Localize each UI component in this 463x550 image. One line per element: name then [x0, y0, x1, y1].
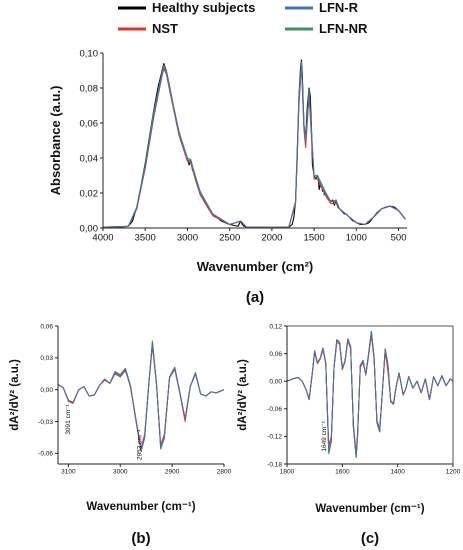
y-tick-label: -0,06 [267, 406, 282, 413]
panel-label: (b) [131, 530, 150, 547]
x-tick-label: 2500 [219, 233, 240, 244]
y-tick-label: 0,10 [80, 48, 99, 59]
x-axis-title: Wavenumber (cm²) [197, 259, 314, 274]
x-axis-title: Wavenumber (cm⁻¹) [86, 501, 195, 513]
y-axis-title: Absorbance (a.u.) [48, 86, 63, 196]
y-tick-label: -0,06 [38, 451, 53, 458]
panel-a-chart: 4000 3500 3000 2500 2000 1500 1000 500 0,00 0,02 0… [48, 48, 407, 306]
x-tick-label: 3100 [61, 469, 76, 476]
y-tick-label: 0,00 [80, 223, 99, 234]
series-line-1 [287, 331, 453, 457]
y-tick-label: -0,12 [267, 434, 282, 441]
series-group [58, 340, 224, 452]
panel-label: (a) [246, 289, 264, 306]
legend-label-1: LFN-R [319, 0, 359, 15]
x-tick-label: 4000 [92, 233, 113, 244]
panel-b-chart: 3100 3000 2900 2800 -0,06 -0,03 0,00 0,03 0,06 Wa… [9, 323, 232, 547]
y-tick-label: -0,18 [267, 461, 282, 468]
x-tick-label: 2800 [217, 469, 232, 476]
x-tick-label: 1600 [335, 469, 350, 476]
x-tick-label: 1200 [446, 469, 461, 476]
annotation-label: 2953 cm⁻¹ [137, 429, 144, 460]
series-line-3 [103, 61, 406, 228]
legend-label-0: Healthy subjects [152, 0, 255, 15]
series-group [103, 59, 406, 228]
y-tick-label: 0,08 [80, 83, 99, 94]
legend-label-3: LFN-NR [319, 21, 368, 36]
legend-label-2: NST [152, 21, 178, 36]
x-tick-label: 3000 [113, 469, 128, 476]
legend: Healthy subjects LFN-R NST LFN-NR [118, 0, 368, 36]
series-line-1 [103, 62, 406, 228]
y-axis-title: dA²/dV² (a.u.) [9, 359, 21, 431]
series-group [287, 331, 453, 459]
y-tick-label: 0,02 [80, 188, 99, 199]
panel-c-chart: 1800 1600 1400 1200 -0,18 -0,12 -0,06 0,00 0,06 0… [237, 323, 461, 547]
y-tick-label: 0,00 [269, 378, 282, 385]
y-tick-label: 0,06 [80, 118, 99, 129]
x-tick-label: 1500 [304, 233, 325, 244]
x-tick-label: 1000 [346, 233, 367, 244]
annotation-label: 1649 cm⁻¹ [321, 420, 328, 451]
y-tick-label: 0,12 [269, 323, 282, 330]
series-line-1 [58, 342, 224, 451]
y-axis-title: dA²/dV² (a.u.) [237, 359, 249, 431]
x-tick-label: 3500 [135, 233, 156, 244]
x-tick-label: 3000 [177, 233, 198, 244]
y-tick-label: 0,03 [40, 355, 53, 362]
panel-label: (c) [361, 530, 379, 547]
x-tick-label: 2900 [165, 469, 180, 476]
x-tick-label: 1800 [280, 469, 295, 476]
x-axis-title: Wavenumber (cm⁻¹) [315, 503, 424, 515]
x-tick-label: 1400 [390, 469, 405, 476]
y-tick-label: 0,06 [269, 351, 282, 358]
x-tick-label: 500 [391, 233, 407, 244]
y-tick-label: 0,00 [40, 387, 53, 394]
annotation-label: 3091 cm⁻¹ [65, 403, 72, 434]
y-tick-label: 0,06 [40, 323, 53, 330]
x-tick-label: 2000 [261, 233, 282, 244]
y-tick-label: 0,04 [80, 153, 99, 164]
y-tick-label: -0,03 [38, 419, 53, 426]
